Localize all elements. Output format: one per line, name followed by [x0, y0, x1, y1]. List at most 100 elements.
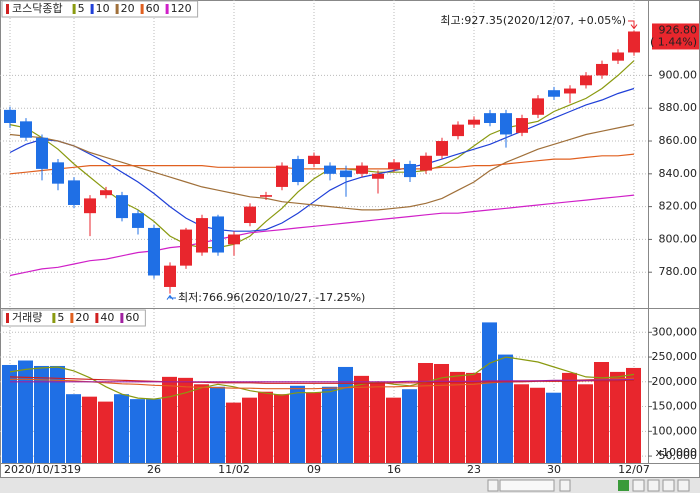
- candle-body: [340, 170, 352, 178]
- volume-bar: [386, 397, 401, 463]
- candle-body: [68, 180, 80, 205]
- legend-label: 5: [57, 311, 64, 324]
- volume-bar: [34, 365, 49, 463]
- volume-bar: [626, 367, 641, 463]
- high-annotation: 최고:927.35(2020/12/07, +0.05%): [440, 14, 626, 27]
- legend-swatch: [165, 4, 169, 14]
- candle-body: [132, 213, 144, 228]
- y-tick-label: 800.00: [659, 232, 698, 245]
- candle-body: [36, 137, 48, 169]
- x-tick-label: 2020/10/13: [4, 463, 67, 476]
- high-arrow: [628, 20, 638, 30]
- ma-line: [9, 153, 635, 175]
- scroll-bar[interactable]: [0, 478, 700, 493]
- candle-body: [180, 229, 192, 266]
- legend-swatch: [90, 4, 94, 14]
- unit-label: x10000: [655, 446, 697, 459]
- y-tick-label: 880.00: [659, 101, 698, 114]
- candle-body: [532, 98, 544, 115]
- legend-label: 5: [78, 2, 85, 15]
- ma-line: [9, 87, 635, 232]
- ma-line: [9, 124, 635, 211]
- legend-label: 10: [96, 2, 110, 15]
- candle-body: [388, 162, 400, 169]
- candle-body: [612, 52, 624, 61]
- y-tick-label: 200,000: [652, 375, 698, 388]
- volume-bar: [146, 399, 161, 463]
- volume-bar: [82, 396, 97, 463]
- x-tick-label: 09: [307, 463, 321, 476]
- volume-bar: [418, 362, 433, 463]
- legend-bg: [2, 1, 192, 17]
- candle-body: [260, 195, 272, 197]
- legend-marker: [6, 313, 9, 323]
- legend-label: 20: [121, 2, 135, 15]
- candle-body: [308, 155, 320, 164]
- legend-swatch: [115, 4, 119, 14]
- x-tick-label: 26: [147, 463, 161, 476]
- candle-body: [228, 234, 240, 245]
- last-change: ( 1.44%): [650, 35, 697, 48]
- legend-swatch: [95, 313, 99, 323]
- scroll-thumb[interactable]: [499, 479, 555, 492]
- volume-bar: [322, 386, 337, 463]
- volume-bar: [98, 401, 113, 463]
- y-tick-label: 780.00: [659, 265, 698, 278]
- legend-swatch: [72, 4, 76, 14]
- volume-bar: [274, 394, 289, 463]
- y-tick-label: 820.00: [659, 200, 698, 213]
- volume-bar: [434, 363, 449, 463]
- scroll-button[interactable]: [559, 479, 571, 492]
- volume-bar: [226, 402, 241, 463]
- candle-body: [564, 88, 576, 94]
- x-tick-label: 23: [467, 463, 481, 476]
- ma-line: [9, 60, 635, 249]
- y-tick-label: 840.00: [659, 167, 698, 180]
- scroll-button[interactable]: [487, 479, 499, 492]
- volume-bar: [402, 389, 417, 463]
- candle-body: [500, 113, 512, 135]
- plot-layer: 780.00 800.00 820.00 840.00 860.00 880.00 900.…: [0, 0, 699, 476]
- legend-title: 거래량: [12, 311, 42, 324]
- legend-label: 120: [171, 2, 192, 15]
- ma-line: [9, 376, 635, 384]
- legend-label: 20: [75, 311, 89, 324]
- volume-bar: [594, 362, 609, 463]
- x-tick-label: 19: [67, 463, 81, 476]
- volume-bar: [242, 397, 257, 463]
- x-tick-label: 12/07: [618, 463, 650, 476]
- candle-body: [628, 31, 640, 53]
- zoom-button[interactable]: [662, 479, 675, 492]
- candle-body: [4, 109, 16, 123]
- zoom-button[interactable]: [618, 480, 629, 491]
- ma-line: [9, 356, 635, 400]
- volume-bar: [530, 387, 545, 463]
- volume-bar: [450, 371, 465, 463]
- legend-box: [1, 0, 199, 18]
- volume-bar: [338, 366, 353, 463]
- volume-bar: [210, 386, 225, 463]
- y-tick-label: 300,000: [652, 325, 698, 338]
- volume-bar: [354, 375, 369, 463]
- candle-body: [52, 162, 64, 184]
- candle-body: [84, 198, 96, 214]
- candle-body: [164, 265, 176, 287]
- legend-marker: [6, 4, 9, 14]
- zoom-button[interactable]: [677, 479, 690, 492]
- legend-swatch: [140, 4, 144, 14]
- zoom-button[interactable]: [632, 479, 645, 492]
- x-tick-label: 30: [547, 463, 561, 476]
- volume-bar: [514, 384, 529, 463]
- legend-swatch: [52, 313, 56, 323]
- candle-body: [468, 119, 480, 125]
- y-tick-label: 900.00: [659, 68, 698, 81]
- candle-body: [420, 155, 432, 171]
- candle-body: [116, 195, 128, 219]
- candle-body: [516, 118, 528, 133]
- candle-body: [596, 63, 608, 76]
- volume-bar: [562, 372, 577, 463]
- volume-bar: [306, 392, 321, 463]
- candle-body: [244, 206, 256, 224]
- zoom-button[interactable]: [647, 479, 660, 492]
- volume-bar: [258, 391, 273, 463]
